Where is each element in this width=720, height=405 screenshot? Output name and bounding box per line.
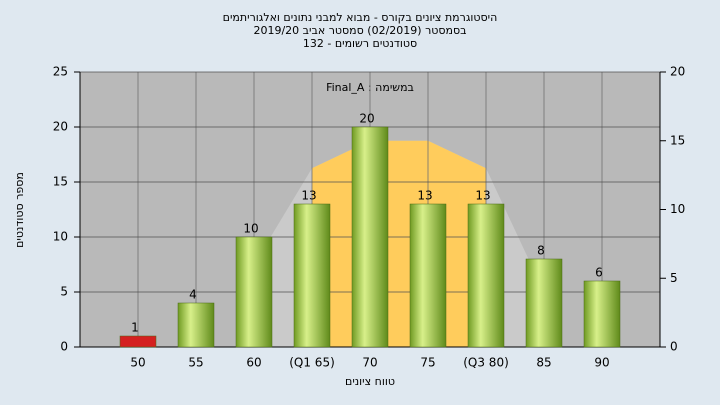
data-label: 4 <box>189 288 197 302</box>
x-tick-label: 75 <box>420 356 435 370</box>
x-tick-label: 50 <box>130 356 145 370</box>
chart-subtitle: בסמסטר (02/2019) סמסטר אביב 2019/20 <box>253 24 466 37</box>
x-axis-label: טווח ציונים <box>345 375 395 388</box>
y-axis-label: מספר סטודנטים <box>13 172 26 248</box>
bar <box>351 126 389 348</box>
data-label: 13 <box>475 189 490 203</box>
y-tick-label: 0 <box>60 340 68 354</box>
data-label: 6 <box>595 266 603 280</box>
x-tick-label: 90 <box>594 356 609 370</box>
data-label: 20 <box>359 112 374 126</box>
area <box>312 140 486 347</box>
y2-tick-label: 20 <box>670 65 685 79</box>
data-label: 13 <box>301 189 316 203</box>
bar <box>177 302 215 348</box>
y2-tick-label: 15 <box>670 133 685 147</box>
x-tick-label: 85 <box>536 356 551 370</box>
y-tick-label: 25 <box>53 65 68 79</box>
bar <box>119 335 157 348</box>
x-tick-label: 55 <box>188 356 203 370</box>
x-tick-label: (Q1 65) <box>289 356 335 370</box>
bar <box>583 280 621 348</box>
bar <box>235 236 273 348</box>
x-tick-label: 60 <box>246 356 261 370</box>
data-label: 8 <box>537 244 545 258</box>
y-tick-label: 15 <box>53 175 68 189</box>
y2-tick-label: 5 <box>670 271 678 285</box>
bar <box>293 203 331 348</box>
bar <box>409 203 447 348</box>
bar <box>525 258 563 348</box>
data-label: 13 <box>417 189 432 203</box>
y-tick-label: 5 <box>60 285 68 299</box>
bar <box>467 203 505 348</box>
data-label: 10 <box>243 222 258 236</box>
x-tick-label: (Q3 80) <box>463 356 509 370</box>
data-label: 1 <box>131 321 139 335</box>
y2-tick-label: 0 <box>670 340 678 354</box>
chart-subtitle: סטודנטים רשומים - 132 <box>303 37 417 50</box>
y-tick-label: 20 <box>53 120 68 134</box>
y-tick-label: 10 <box>53 230 68 244</box>
x-tick-label: 70 <box>362 356 377 370</box>
y2-tick-label: 10 <box>670 202 685 216</box>
chart-title: היסטוגרמת ציונים בקורס - מבוא למבני נתונ… <box>223 11 498 24</box>
